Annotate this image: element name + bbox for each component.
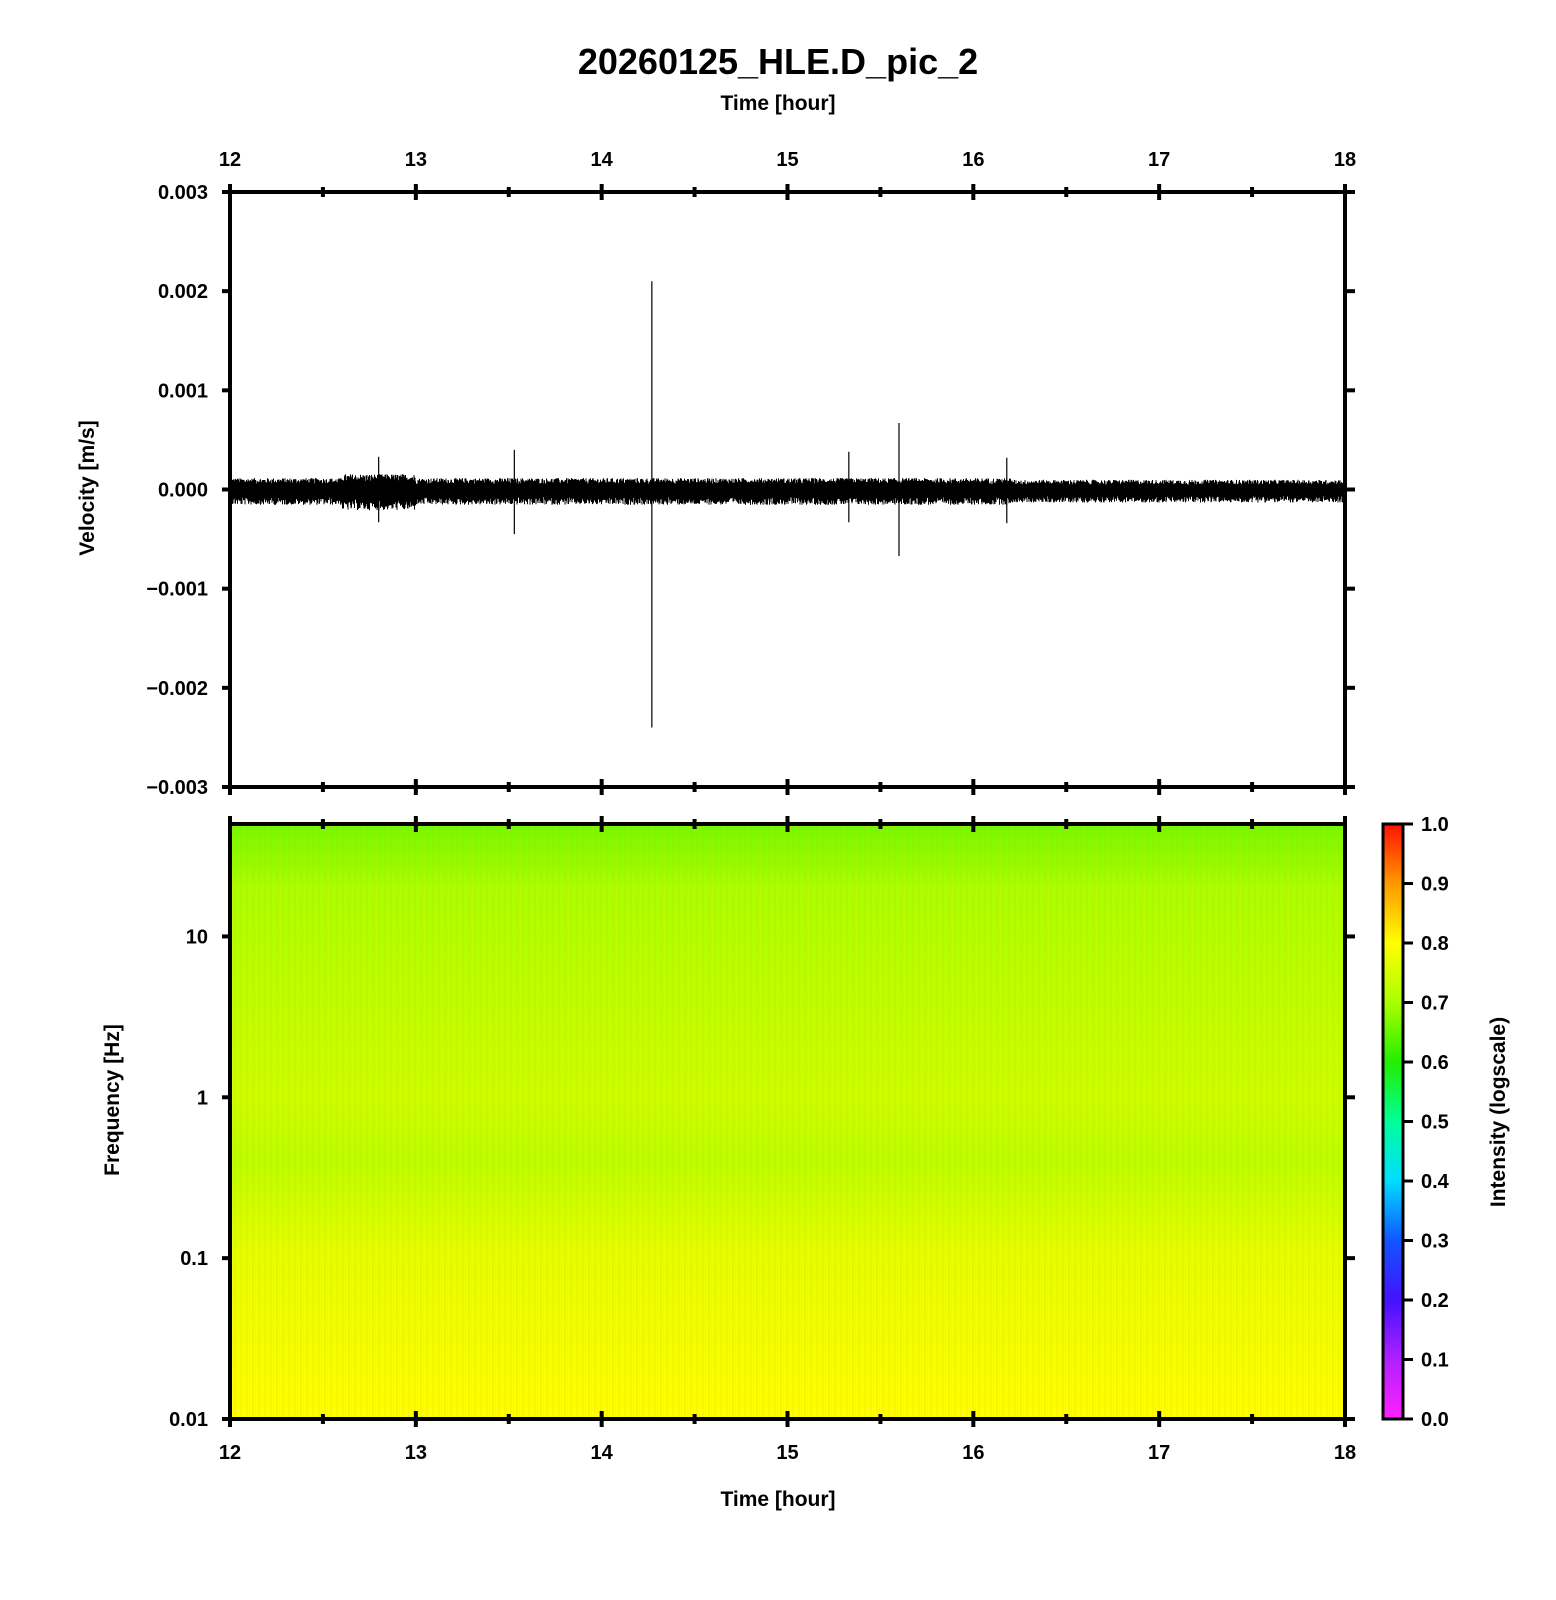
waveform-frame xyxy=(228,190,1347,789)
spectrogram-x-tick-label: 18 xyxy=(1334,1442,1356,1464)
waveform-y-tick-label: 0.000 xyxy=(158,480,208,502)
colorbar-tick-label: 1.0 xyxy=(1421,814,1449,836)
colorbar-tick-label: 0.2 xyxy=(1421,1290,1449,1312)
waveform-x-tick-label: 14 xyxy=(591,149,614,171)
figure-title: 20260125_HLE.D_pic_2 xyxy=(578,41,978,82)
waveform-y-tick-label: −0.002 xyxy=(146,678,208,700)
spectrogram-x-tick-label: 12 xyxy=(219,1442,241,1464)
waveform-x-tick-label: 13 xyxy=(405,149,427,171)
spectrogram-x-tick-labels: 12 13 14 15 16 17 18 xyxy=(219,1442,1356,1464)
waveform-y-tick-label: −0.001 xyxy=(146,579,208,601)
colorbar-tick-label: 0.6 xyxy=(1421,1052,1449,1074)
colorbar-tick-label: 0.4 xyxy=(1421,1171,1450,1193)
colorbar-tick-label: 0.0 xyxy=(1421,1409,1449,1431)
colorbar-tick-label: 0.8 xyxy=(1421,933,1449,955)
colorbar-tick-label: 0.3 xyxy=(1421,1231,1449,1253)
waveform-y-tick-labels: 0.003 0.002 0.001 0.000 −0.001 −0.002 −0.003 xyxy=(146,182,208,799)
waveform-x-tick-label: 18 xyxy=(1334,149,1356,171)
spectrogram-y-axis-title: Frequency [Hz] xyxy=(101,1024,124,1176)
colorbar-gradient xyxy=(1383,824,1403,1419)
waveform-x-tick-label: 16 xyxy=(962,149,984,171)
colorbar-tick-marks xyxy=(1403,822,1413,1421)
waveform-y-axis-title: Velocity [m/s] xyxy=(76,420,99,555)
top-x-axis-title: Time [hour] xyxy=(720,92,835,115)
colorbar-tick-labels: 1.0 0.9 0.8 0.7 0.6 0.5 0.4 0.3 0.2 0.1 0.0 xyxy=(1421,814,1450,1431)
waveform-x-tick-label: 17 xyxy=(1148,149,1170,171)
waveform-y-tick-label: −0.003 xyxy=(146,777,208,799)
waveform-spikes xyxy=(378,281,1008,728)
colorbar-title: Intensity (logscale) xyxy=(1487,1017,1510,1207)
colorbar-tick-label: 0.7 xyxy=(1421,993,1449,1015)
spectrogram-y-tick-label: 10 xyxy=(186,926,208,948)
waveform-x-tick-label: 15 xyxy=(776,149,798,171)
spectrogram-texture xyxy=(230,824,1345,1419)
spectrogram-x-tick-label: 14 xyxy=(591,1442,614,1464)
bottom-x-axis-title: Time [hour] xyxy=(720,1488,835,1511)
waveform-x-tick-label: 12 xyxy=(219,149,241,171)
colorbar: 1.0 0.9 0.8 0.7 0.6 0.5 0.4 0.3 0.2 0.1 0.0 Intens… xyxy=(1381,814,1510,1431)
waveform-panel: 0.003 0.002 0.001 0.000 −0.001 −0.002 −0.003 1… xyxy=(76,149,1356,799)
colorbar-tick-label: 0.5 xyxy=(1421,1112,1449,1134)
spectrogram-x-tick-label: 13 xyxy=(405,1442,427,1464)
spectrogram-y-tick-label: 0.1 xyxy=(180,1248,208,1270)
waveform-y-tick-label: 0.002 xyxy=(158,281,208,303)
waveform-y-tick-label: 0.003 xyxy=(158,182,208,204)
spectrogram-x-tick-label: 15 xyxy=(776,1442,798,1464)
waveform-trace xyxy=(230,474,1344,511)
spectrogram-y-tick-labels: 10 1 0.1 0.01 xyxy=(169,926,208,1431)
spectrogram-y-tick-label: 0.01 xyxy=(169,1409,208,1431)
colorbar-tick-label: 0.1 xyxy=(1421,1350,1449,1372)
waveform-y-tick-label: 0.001 xyxy=(158,380,208,402)
spectrogram-y-tick-label: 1 xyxy=(197,1087,208,1109)
waveform-x-tick-labels: 12 13 14 15 16 17 18 xyxy=(219,149,1356,171)
spectrogram-x-tick-label: 17 xyxy=(1148,1442,1170,1464)
colorbar-tick-label: 0.9 xyxy=(1421,874,1449,896)
spectrogram-frame xyxy=(228,822,1347,1421)
spectrogram-panel: 10 1 0.1 0.01 12 13 14 15 16 17 18 Frequency [Hz]… xyxy=(101,816,1356,1511)
spectrogram-x-tick-label: 16 xyxy=(962,1442,984,1464)
